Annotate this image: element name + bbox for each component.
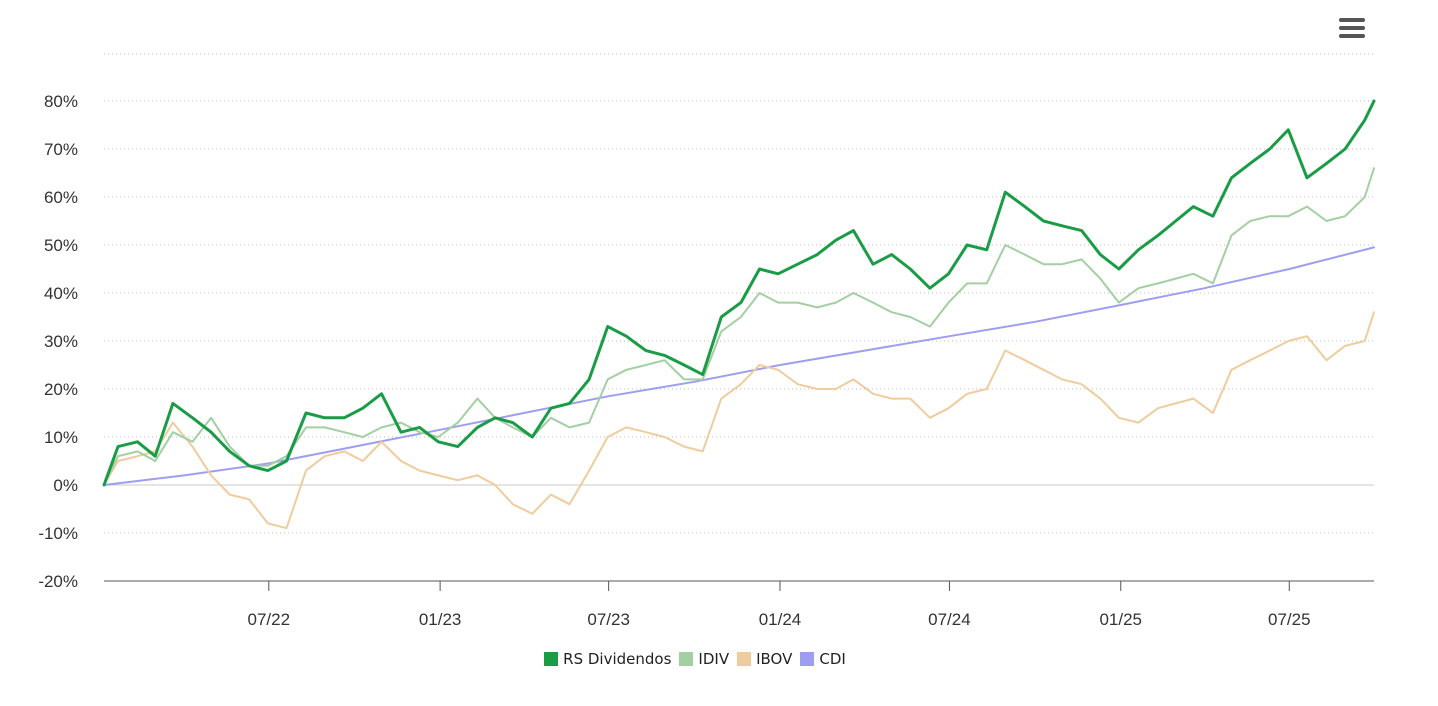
y-tick-label: 10%	[44, 428, 78, 447]
legend-swatch	[737, 652, 752, 666]
x-axis: 07/22 01/23 07/23 01/24 07/24 01/25 07/25	[104, 580, 1374, 629]
series-line-ibov	[103, 311, 1375, 530]
legend-swatch	[679, 652, 694, 666]
legend-item[interactable]: CDI	[800, 650, 846, 668]
legend-swatch	[800, 652, 815, 666]
y-tick-label: -10%	[38, 524, 78, 543]
series-group	[102, 99, 1376, 530]
legend-label: CDI	[819, 650, 846, 668]
grid-lines	[104, 53, 1374, 534]
legend: RS Dividendos IDIV IBOV CDI	[0, 650, 1390, 668]
y-tick-label: 50%	[44, 236, 78, 255]
legend-item[interactable]: IDIV	[679, 650, 729, 668]
legend-item[interactable]: RS Dividendos	[544, 650, 671, 668]
y-axis-ticks: -20% -10% 0% 10% 20% 30% 40% 50% 60% 70% 80%	[38, 92, 78, 591]
x-tick-label: 07/24	[928, 610, 971, 629]
y-tick-label: 70%	[44, 140, 78, 159]
y-tick-label: 20%	[44, 380, 78, 399]
legend-label: RS Dividendos	[563, 650, 672, 668]
legend-swatch	[544, 652, 559, 666]
x-tick-label: 07/23	[587, 610, 630, 629]
y-tick-label: 80%	[44, 92, 78, 111]
y-tick-label: 30%	[44, 332, 78, 351]
y-tick-label: 0%	[53, 476, 78, 495]
y-tick-label: 40%	[44, 284, 78, 303]
x-tick-label: 01/24	[759, 610, 802, 629]
legend-item[interactable]: IBOV	[737, 650, 792, 668]
y-tick-label: 60%	[44, 188, 78, 207]
chart-menu-icon[interactable]	[1336, 14, 1368, 42]
x-tick-label: 01/25	[1099, 610, 1142, 629]
y-tick-label: -20%	[38, 572, 78, 591]
series-line-cdi	[103, 246, 1375, 486]
x-tick-label: 07/22	[248, 610, 291, 629]
series-line-idiv	[103, 167, 1375, 486]
series-line-rs-dividendos	[102, 99, 1376, 487]
legend-label: IBOV	[756, 650, 793, 668]
x-tick-label: 01/23	[419, 610, 462, 629]
x-tick-label: 07/25	[1268, 610, 1311, 629]
legend-label: IDIV	[698, 650, 730, 668]
